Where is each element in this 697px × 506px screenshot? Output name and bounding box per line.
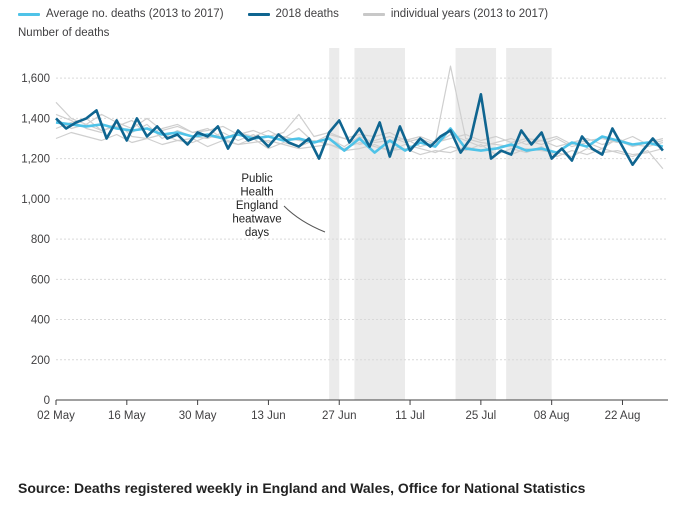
y-tick-label-1000: 1,000 [21, 194, 50, 206]
annotation-pointer [283, 205, 326, 233]
annotation-line-2: Health [240, 187, 273, 199]
legend-label-2018: 2018 deaths [275, 8, 339, 20]
y-tick-label-200: 200 [31, 355, 50, 367]
individual-year-line-5 [55, 113, 664, 146]
x-tick-label-7: 08 Aug [534, 410, 570, 422]
heatwave-band-3 [455, 48, 497, 400]
individual-year-line-4 [55, 131, 664, 170]
x-tick-label-1: 16 May [108, 410, 146, 422]
x-tick-label-6: 25 Jul [466, 410, 497, 422]
legend-label-average: Average no. deaths (2013 to 2017) [46, 8, 224, 20]
annotation-line-5: days [245, 227, 270, 239]
individual-year-line-1 [55, 113, 664, 158]
x-tick-label-2: 30 May [179, 410, 217, 422]
annotation-line-1: Public [241, 173, 273, 185]
legend-swatch-2018 [247, 12, 270, 16]
legend-swatch-average [18, 12, 40, 16]
heatwave-band-2 [354, 48, 405, 400]
x-tick-label-4: 27 Jun [322, 410, 357, 422]
x-tick-label-3: 13 Jun [251, 410, 286, 422]
heatwave-band-1 [329, 48, 340, 400]
y-tick-label-600: 600 [31, 274, 50, 286]
y-tick-label-1400: 1,400 [21, 113, 50, 125]
y-tick-label-0: 0 [44, 395, 50, 407]
y-tick-label-400: 400 [31, 315, 50, 327]
deaths-2018-line [55, 93, 664, 166]
annotation-line-3: England [236, 200, 278, 212]
legend-item-individual-years[interactable]: individual years (2013 to 2017) [362, 8, 549, 20]
y-tick-label-1200: 1,200 [21, 154, 50, 166]
heatwave-band-4 [506, 48, 552, 400]
x-tick-label-0: 02 May [37, 410, 75, 422]
x-tick-label-8: 22 Aug [605, 410, 641, 422]
source-note: Source: Deaths registered weekly in Engl… [18, 480, 586, 496]
y-tick-label-1600: 1,600 [21, 73, 50, 85]
x-tick-label-5: 11 Jul [395, 410, 425, 422]
legend-swatch-individual-years [362, 12, 385, 16]
y-tick-label-800: 800 [31, 234, 50, 246]
chart-legend: Average no. deaths (2013 to 2017) 2018 d… [18, 6, 572, 22]
legend-item-average[interactable]: Average no. deaths (2013 to 2017) [18, 8, 224, 20]
line-chart: 0 200 400 600 800 1,000 1,200 1,400 1,600 02 May 1… [21, 48, 668, 422]
annotation-line-4: heatwave [232, 214, 281, 226]
legend-label-individual-years: individual years (2013 to 2017) [390, 8, 549, 20]
legend-item-2018[interactable]: 2018 deaths [247, 8, 339, 20]
y-axis-label: Number of deaths [18, 27, 110, 39]
